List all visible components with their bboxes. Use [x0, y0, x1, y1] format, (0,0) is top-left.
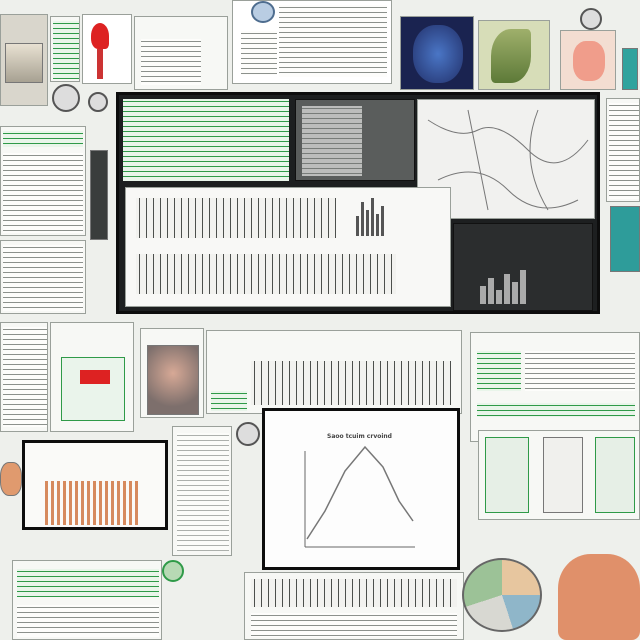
bar-chart-monitor	[22, 440, 168, 530]
small-tools	[172, 426, 232, 556]
top-red-figure-panel	[82, 14, 132, 84]
grey-panel	[295, 99, 415, 181]
green-knob-icon[interactable]	[162, 560, 184, 582]
pie-icon	[462, 558, 542, 632]
leaf-icon	[491, 29, 531, 83]
top-green-sheet	[50, 16, 80, 82]
green-ledger	[12, 560, 162, 640]
right-figures	[478, 430, 640, 520]
leaf-panel	[478, 20, 550, 90]
bottom-right-figure	[558, 554, 640, 640]
dark-bar-chart	[480, 244, 526, 304]
mid-doc	[206, 330, 462, 414]
knob-icon[interactable]	[580, 8, 602, 30]
teal-bottle	[622, 48, 638, 90]
main-top-monitor	[116, 92, 600, 314]
dial-icon[interactable]	[236, 422, 260, 446]
magnifier-icon[interactable]	[88, 92, 108, 112]
gauge-icon[interactable]	[52, 84, 80, 112]
portrait-photo	[147, 345, 199, 415]
green-data-table	[123, 99, 289, 181]
face-panel	[560, 30, 616, 90]
top-center-document	[232, 0, 392, 84]
left-lower-table	[0, 240, 86, 314]
top-doc-panel	[134, 16, 228, 90]
orange-bar-chart	[45, 477, 138, 525]
top-left-monitor	[0, 14, 48, 106]
dark-bar-panel	[453, 223, 593, 311]
line-chart	[265, 411, 457, 567]
bar-chart-sheet	[125, 187, 451, 307]
left-orange-figure	[0, 462, 22, 496]
right-doc-1	[606, 98, 640, 202]
red-bird-icon	[91, 23, 109, 49]
brain-icon	[413, 25, 463, 83]
face-icon	[573, 41, 605, 81]
brain-scan-panel	[400, 16, 474, 90]
mid-left-table	[0, 322, 48, 432]
right-green-sheet	[470, 332, 640, 442]
left-device	[90, 150, 108, 240]
red-figure-card	[50, 322, 134, 432]
monitor-image	[5, 43, 43, 83]
portrait-card	[140, 328, 204, 418]
red-figure-icon	[80, 370, 110, 384]
bottom-center-device	[244, 572, 464, 640]
seal-icon	[251, 1, 275, 23]
line-chart-monitor: Saoo tcuim crvoind	[262, 408, 460, 570]
left-green-table	[0, 126, 86, 236]
small-bar-chart	[356, 196, 384, 236]
right-teal-device	[610, 206, 640, 272]
